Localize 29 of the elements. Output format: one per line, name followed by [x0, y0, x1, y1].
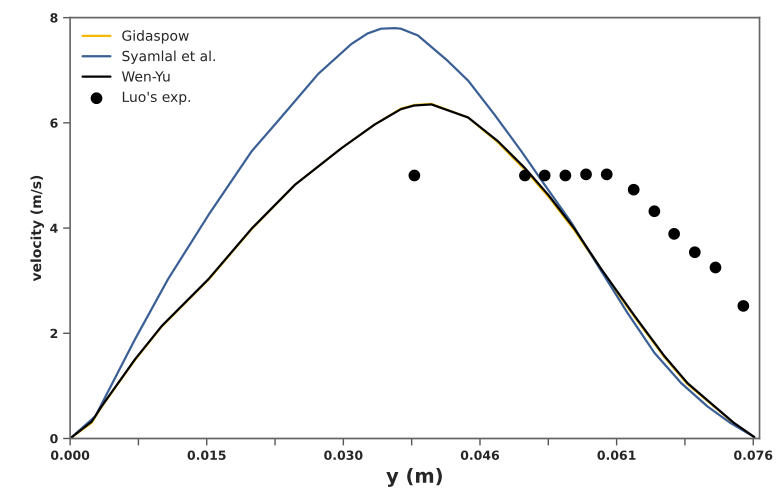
- point: [738, 300, 750, 312]
- point: [408, 170, 420, 182]
- point: [668, 228, 680, 240]
- legend-label: Luo's exp.: [122, 92, 190, 105]
- y-tick-label: 0: [50, 434, 58, 444]
- legend-label: Wen-Yu: [122, 71, 170, 82]
- x-tick-label: 0.030: [324, 450, 363, 460]
- y-axis-title: velocity (m/s): [30, 176, 44, 282]
- point: [580, 168, 592, 180]
- x-tick-label: 0.061: [597, 450, 636, 460]
- y-tick-label: 6: [50, 118, 58, 128]
- point: [710, 262, 722, 274]
- point: [519, 170, 531, 182]
- x-tick-label: 0.015: [188, 450, 226, 460]
- y-tick-label: 2: [50, 328, 58, 338]
- y-tick-label: 8: [50, 13, 58, 23]
- point: [648, 205, 660, 218]
- legend-label: Syamlal et al.: [122, 50, 215, 64]
- x-axis-title: y (m): [386, 468, 442, 487]
- x-tick-label: 0.076: [734, 450, 772, 460]
- point: [628, 184, 640, 196]
- point: [560, 170, 572, 182]
- point: [688, 246, 701, 258]
- y-tick-label: 4: [50, 224, 58, 233]
- x-tick-label: 0.046: [460, 450, 500, 460]
- legend-label: Gidaspow: [122, 30, 189, 44]
- point: [600, 168, 613, 180]
- point: [538, 170, 551, 182]
- x-tick-label: 0.000: [50, 450, 90, 460]
